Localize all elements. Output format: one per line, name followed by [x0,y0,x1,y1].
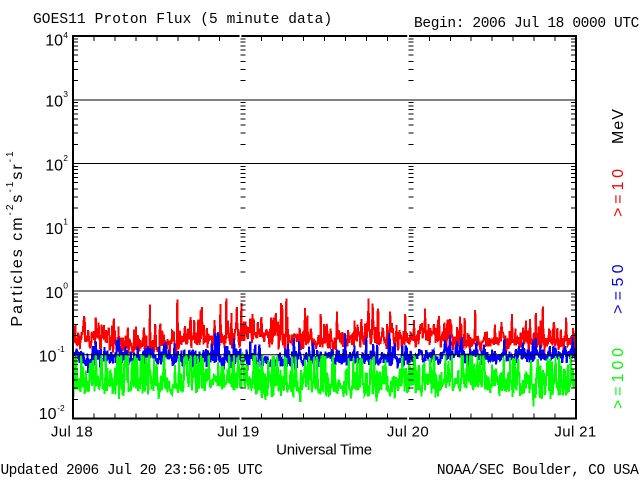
svg-text:2: 2 [63,153,68,163]
svg-text:Universal Time: Universal Time [276,442,372,459]
svg-text:GOES11 Proton Flux (5 minute d: GOES11 Proton Flux (5 minute data) [33,12,332,28]
svg-text:10: 10 [39,406,57,423]
svg-text:10: 10 [45,33,63,50]
svg-text:MeV: MeV [610,108,627,144]
svg-text:3: 3 [63,89,68,99]
svg-text:0: 0 [63,280,68,290]
svg-text:10: 10 [45,285,63,302]
svg-text:4: 4 [63,30,68,40]
svg-text:NOAA/SEC Boulder, CO USA: NOAA/SEC Boulder, CO USA [437,463,639,479]
svg-text:-2: -2 [57,403,65,413]
svg-text:Jul 19: Jul 19 [217,424,259,441]
svg-text:Updated 2006 Jul 20 23:56:05 U: Updated 2006 Jul 20 23:56:05 UTC [1,463,264,479]
svg-text:-1: -1 [57,344,65,354]
svg-text:10: 10 [45,157,63,174]
svg-text:1: 1 [63,217,68,227]
svg-text:>=100: >=100 [610,344,627,409]
svg-text:Jul 20: Jul 20 [387,424,429,441]
svg-text:>=50: >=50 [610,260,627,314]
svg-text:Particles cm-2s-1sr-1: Particles cm-2s-1sr-1 [5,149,26,326]
svg-text:>=10: >=10 [610,165,627,217]
svg-text:10: 10 [39,349,57,366]
svg-text:Begin: 2006 Jul 18 0000 UTC: Begin: 2006 Jul 18 0000 UTC [414,16,640,32]
svg-text:10: 10 [45,221,63,238]
svg-text:10: 10 [45,94,63,111]
svg-text:Jul 21: Jul 21 [554,424,596,441]
svg-text:Jul 18: Jul 18 [51,424,93,441]
